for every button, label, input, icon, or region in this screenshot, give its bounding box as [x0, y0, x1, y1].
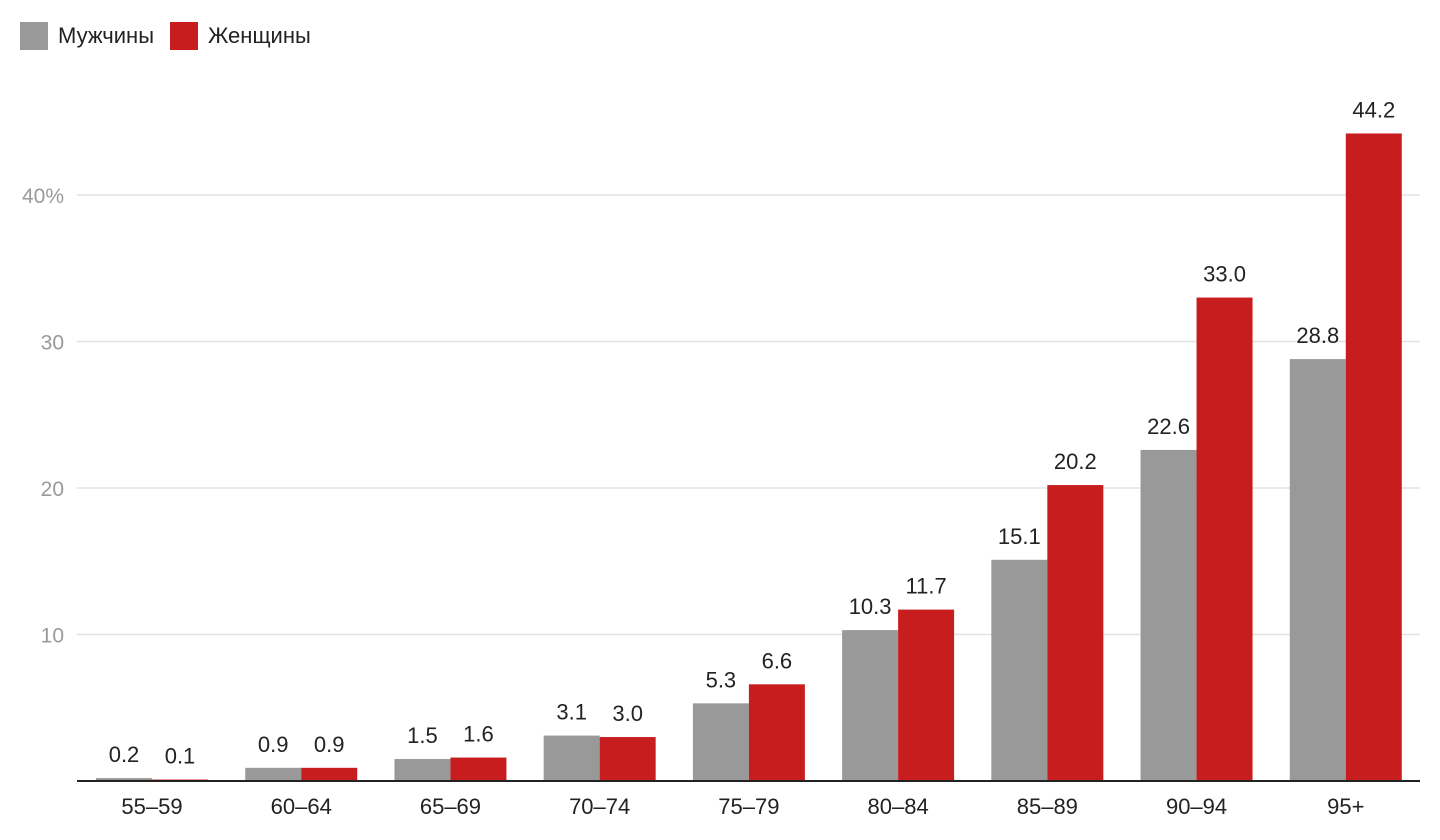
bar-men [543, 735, 600, 781]
data-label-women: 6.6 [762, 648, 793, 673]
data-label-women: 20.2 [1054, 449, 1097, 474]
data-label-men: 0.2 [109, 742, 140, 767]
x-tick-label: 70–74 [569, 794, 630, 819]
data-label-men: 15.1 [998, 524, 1041, 549]
data-label-women: 11.7 [906, 574, 947, 599]
data-label-women: 3.0 [612, 701, 643, 726]
x-tick-label: 85–89 [1017, 794, 1078, 819]
bar-men [842, 630, 899, 781]
bar-women [898, 609, 955, 781]
x-tick-label: 80–84 [868, 794, 929, 819]
x-tick-label: 90–94 [1166, 794, 1227, 819]
data-label-men: 0.9 [258, 732, 289, 757]
legend-item-men: Мужчины [20, 22, 154, 50]
y-tick-label: 30 [41, 332, 64, 355]
legend: Мужчины Женщины [20, 22, 311, 50]
data-label-women: 0.9 [314, 732, 345, 757]
x-tick-label: 60–64 [271, 794, 332, 819]
data-label-men: 28.8 [1296, 323, 1339, 348]
x-tick-label: 55–59 [121, 794, 182, 819]
bar-men [245, 767, 302, 781]
legend-swatch-men [20, 22, 48, 50]
bar-men [96, 778, 152, 781]
bar-women [1345, 133, 1402, 782]
bar-men [394, 759, 451, 781]
x-tick-label: 75–79 [718, 794, 779, 819]
bar-women [450, 757, 507, 781]
legend-label-women: Женщины [208, 23, 311, 48]
data-label-women: 44.2 [1352, 97, 1395, 122]
data-label-women: 33.0 [1203, 262, 1246, 287]
legend-swatch-women [170, 22, 199, 50]
data-label-women: 1.6 [463, 722, 494, 747]
y-tick-label: 20 [41, 478, 64, 501]
bar-women [599, 737, 656, 781]
y-tick-label: 10 [41, 625, 64, 648]
data-label-men: 10.3 [849, 594, 892, 619]
data-label-men: 22.6 [1147, 414, 1190, 439]
bar-women [301, 767, 358, 781]
bar-men [1140, 449, 1197, 781]
data-label-men: 3.1 [556, 700, 587, 725]
legend-label-men: Мужчины [58, 23, 155, 48]
y-tick-label: 40% [22, 185, 64, 208]
x-tick-label: 95+ [1327, 794, 1364, 819]
bar-men [991, 559, 1048, 781]
data-label-men: 1.5 [407, 723, 438, 748]
bar-women [1047, 485, 1104, 781]
data-label-men: 5.3 [706, 667, 737, 692]
legend-item-women: Женщины [170, 22, 311, 50]
x-tick-label: 65–69 [420, 794, 481, 819]
data-label-women: 0.1 [165, 744, 196, 769]
bar-women [1196, 297, 1253, 781]
bar-men [1289, 359, 1346, 781]
bar-women [748, 684, 805, 781]
bar-men [692, 703, 749, 781]
